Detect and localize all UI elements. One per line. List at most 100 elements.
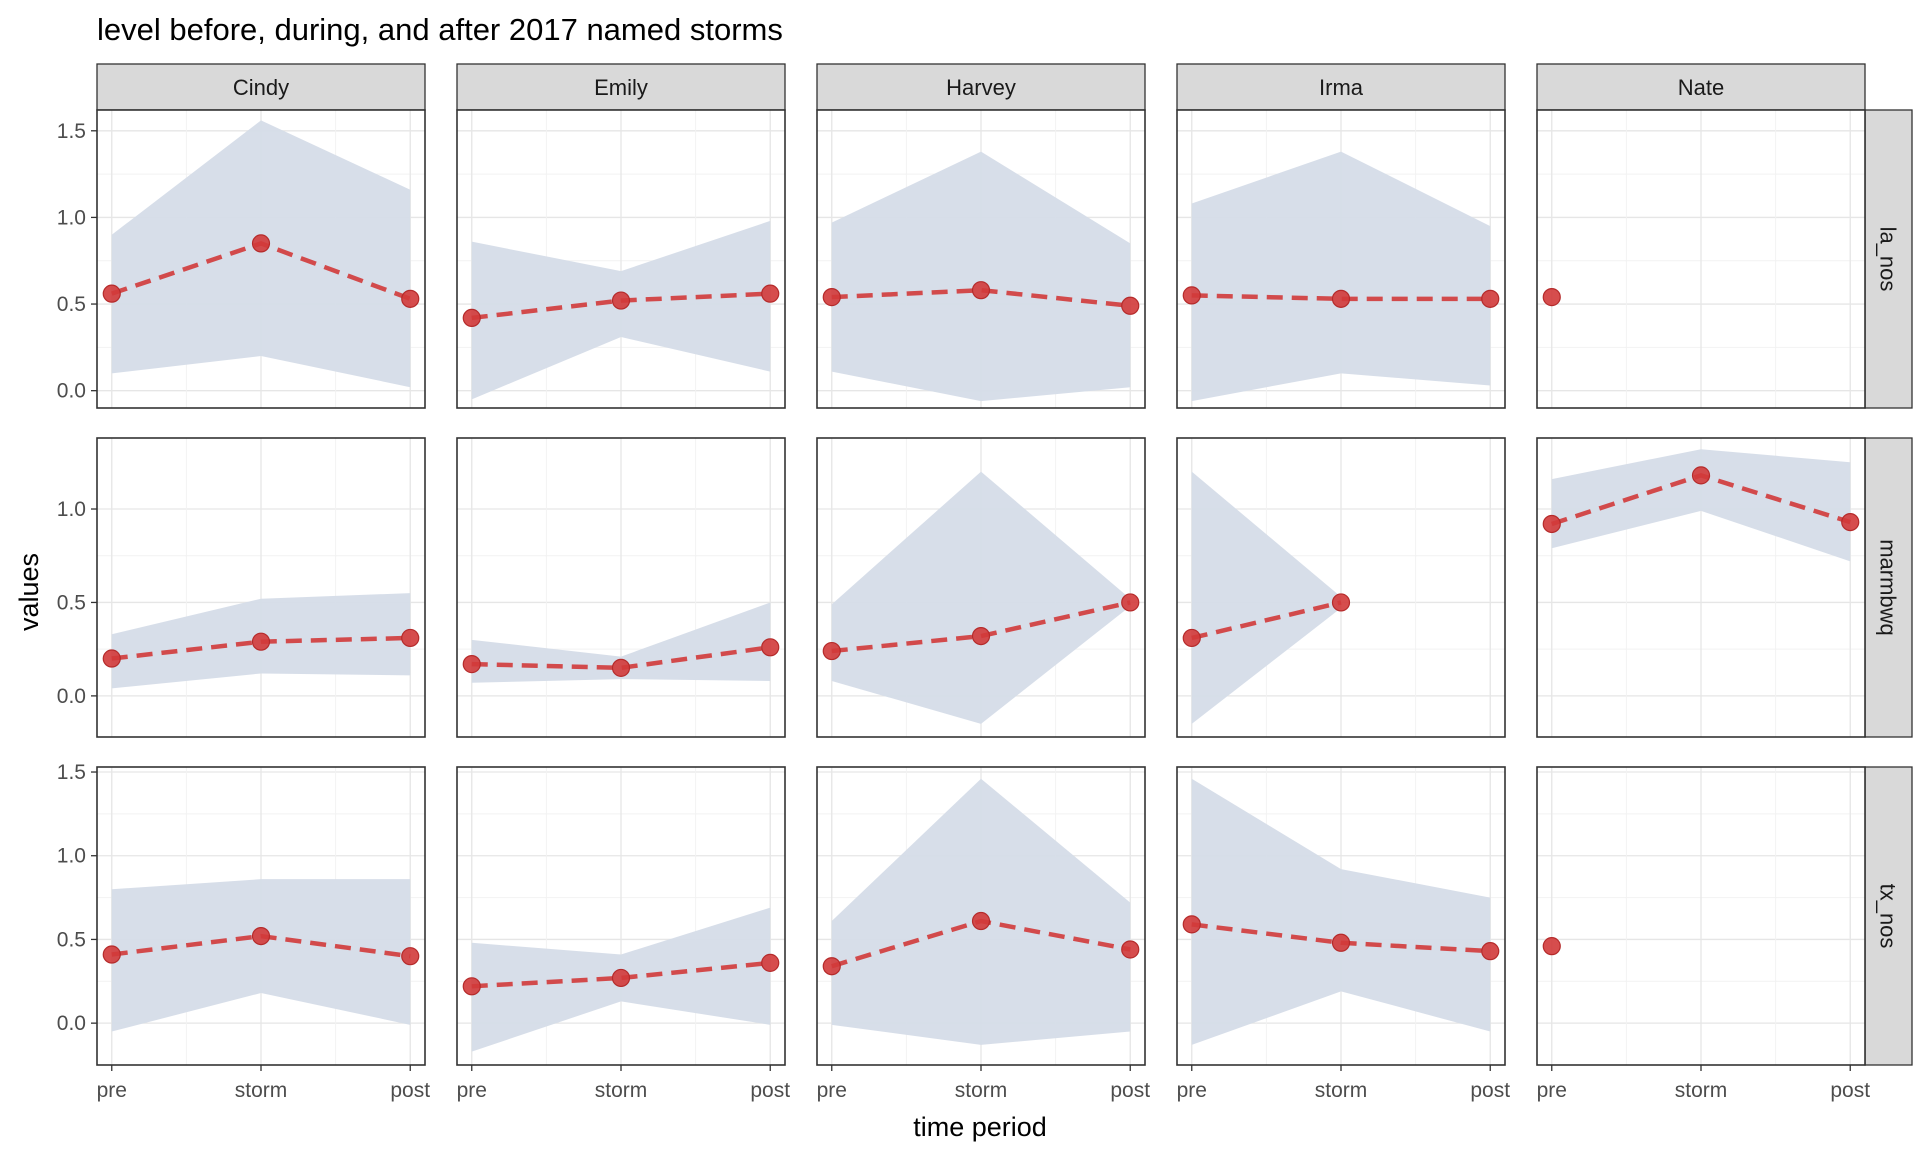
x-tick-label: pre xyxy=(1537,1079,1567,1102)
panel-border xyxy=(1536,437,1866,738)
series-line xyxy=(1191,600,1342,641)
confidence-ribbon xyxy=(831,778,1131,1045)
data-point-storm xyxy=(1331,933,1351,952)
panel-la-nos-nate xyxy=(1536,109,1866,409)
x-tick-label: post xyxy=(750,1079,790,1102)
data-point-post xyxy=(1481,942,1500,961)
data-point-post xyxy=(1841,512,1860,532)
data-point-post xyxy=(761,638,780,657)
x-tick-label: post xyxy=(1830,1079,1870,1102)
panel-border xyxy=(1176,437,1506,738)
data-point-post xyxy=(1121,593,1140,612)
panel-la-nos-harvey xyxy=(816,109,1146,409)
x-tick-label: storm xyxy=(595,1079,648,1102)
facet-label-marmbwq: marmbwq xyxy=(1876,539,1901,636)
x-tick-label: storm xyxy=(235,1079,288,1102)
confidence-ribbon xyxy=(1191,151,1491,402)
facet-strip-cindy xyxy=(96,63,426,111)
data-point-pre xyxy=(462,977,481,996)
x-tick-label: pre xyxy=(97,1079,127,1102)
y-tick-label: 0.0 xyxy=(57,380,86,403)
panel-border xyxy=(816,109,1146,409)
panel-la-nos-emily xyxy=(456,109,786,409)
data-point-post xyxy=(401,289,420,308)
panel-marmbwq-nate xyxy=(1536,437,1866,738)
panel-tx-nos-nate xyxy=(1536,766,1866,1066)
data-point-pre xyxy=(1182,286,1201,305)
series-line xyxy=(831,600,1131,654)
data-point-post xyxy=(1121,296,1140,315)
data-point-pre xyxy=(1182,915,1201,934)
confidence-ribbon xyxy=(831,471,1131,724)
facet-strip-emily xyxy=(456,63,786,111)
panel-la-nos-irma xyxy=(1176,109,1506,409)
panel-marmbwq-emily xyxy=(456,437,786,738)
data-point-pre xyxy=(1542,937,1561,956)
panel-border xyxy=(1176,766,1506,1066)
data-point-pre xyxy=(1182,628,1201,648)
data-point-pre xyxy=(822,641,841,661)
data-point-post xyxy=(761,284,780,303)
facet-label-irma: Irma xyxy=(1319,75,1364,100)
panel-border xyxy=(456,766,786,1066)
panel-border xyxy=(96,766,426,1066)
data-point-post xyxy=(1121,940,1140,959)
data-point-pre xyxy=(1542,514,1561,534)
facet-strip-harvey xyxy=(816,63,1146,111)
data-point-storm xyxy=(611,291,631,310)
panel-border xyxy=(1536,766,1866,1066)
x-tick-label: pre xyxy=(817,1079,847,1102)
chart-title: level before, during, and after 2017 nam… xyxy=(97,12,783,47)
y-tick-label: 0.5 xyxy=(57,591,86,614)
confidence-ribbon xyxy=(471,220,771,400)
data-point-pre xyxy=(462,308,481,328)
x-tick-label: pre xyxy=(457,1079,487,1102)
confidence-ribbon xyxy=(111,879,411,1032)
data-point-pre xyxy=(102,945,121,964)
confidence-ribbon xyxy=(111,120,411,388)
data-point-storm xyxy=(251,632,271,651)
x-tick-label: post xyxy=(390,1079,430,1102)
data-point-storm xyxy=(971,911,991,931)
data-point-pre xyxy=(102,649,121,668)
y-tick-label: 1.5 xyxy=(57,120,86,143)
data-point-storm xyxy=(1331,593,1351,612)
facet-label-la-nos: la_nos xyxy=(1876,227,1901,292)
panel-tx-nos-emily xyxy=(456,766,786,1066)
panel-tx-nos-irma xyxy=(1176,766,1506,1066)
y-tick-label: 0.5 xyxy=(57,928,86,951)
data-point-pre xyxy=(1542,288,1561,307)
panel-border xyxy=(1176,109,1506,409)
data-point-post xyxy=(401,947,420,966)
panel-tx-nos-harvey xyxy=(816,766,1146,1066)
confidence-ribbon xyxy=(1551,449,1851,562)
data-point-pre xyxy=(102,284,121,303)
confidence-ribbon xyxy=(1191,778,1491,1045)
data-point-storm xyxy=(971,626,991,646)
panel-marmbwq-irma xyxy=(1176,437,1506,738)
data-point-storm xyxy=(1331,289,1351,308)
x-tick-label: post xyxy=(1470,1079,1510,1102)
data-point-storm xyxy=(251,926,271,946)
data-point-pre xyxy=(822,957,841,976)
x-tick-label: post xyxy=(1110,1079,1150,1102)
y-tick-label: 1.5 xyxy=(57,761,86,784)
data-point-pre xyxy=(822,288,841,307)
data-point-storm xyxy=(251,234,271,253)
data-point-storm xyxy=(1691,466,1711,485)
facet-label-tx-nos: tx_nos xyxy=(1876,884,1901,949)
panel-marmbwq-harvey xyxy=(816,437,1146,738)
panel-border xyxy=(96,109,426,409)
x-tick-label: storm xyxy=(1675,1079,1728,1102)
facet-strip-marmbwq xyxy=(1864,437,1913,738)
panel-tx-nos-cindy xyxy=(96,766,426,1066)
data-point-storm xyxy=(971,281,991,300)
data-point-pre xyxy=(462,655,481,674)
y-tick-label: 0.5 xyxy=(57,293,86,316)
y-tick-label: 0.0 xyxy=(57,1012,86,1035)
confidence-ribbon xyxy=(831,151,1131,402)
panel-border xyxy=(1536,109,1866,409)
data-point-post xyxy=(401,628,420,648)
